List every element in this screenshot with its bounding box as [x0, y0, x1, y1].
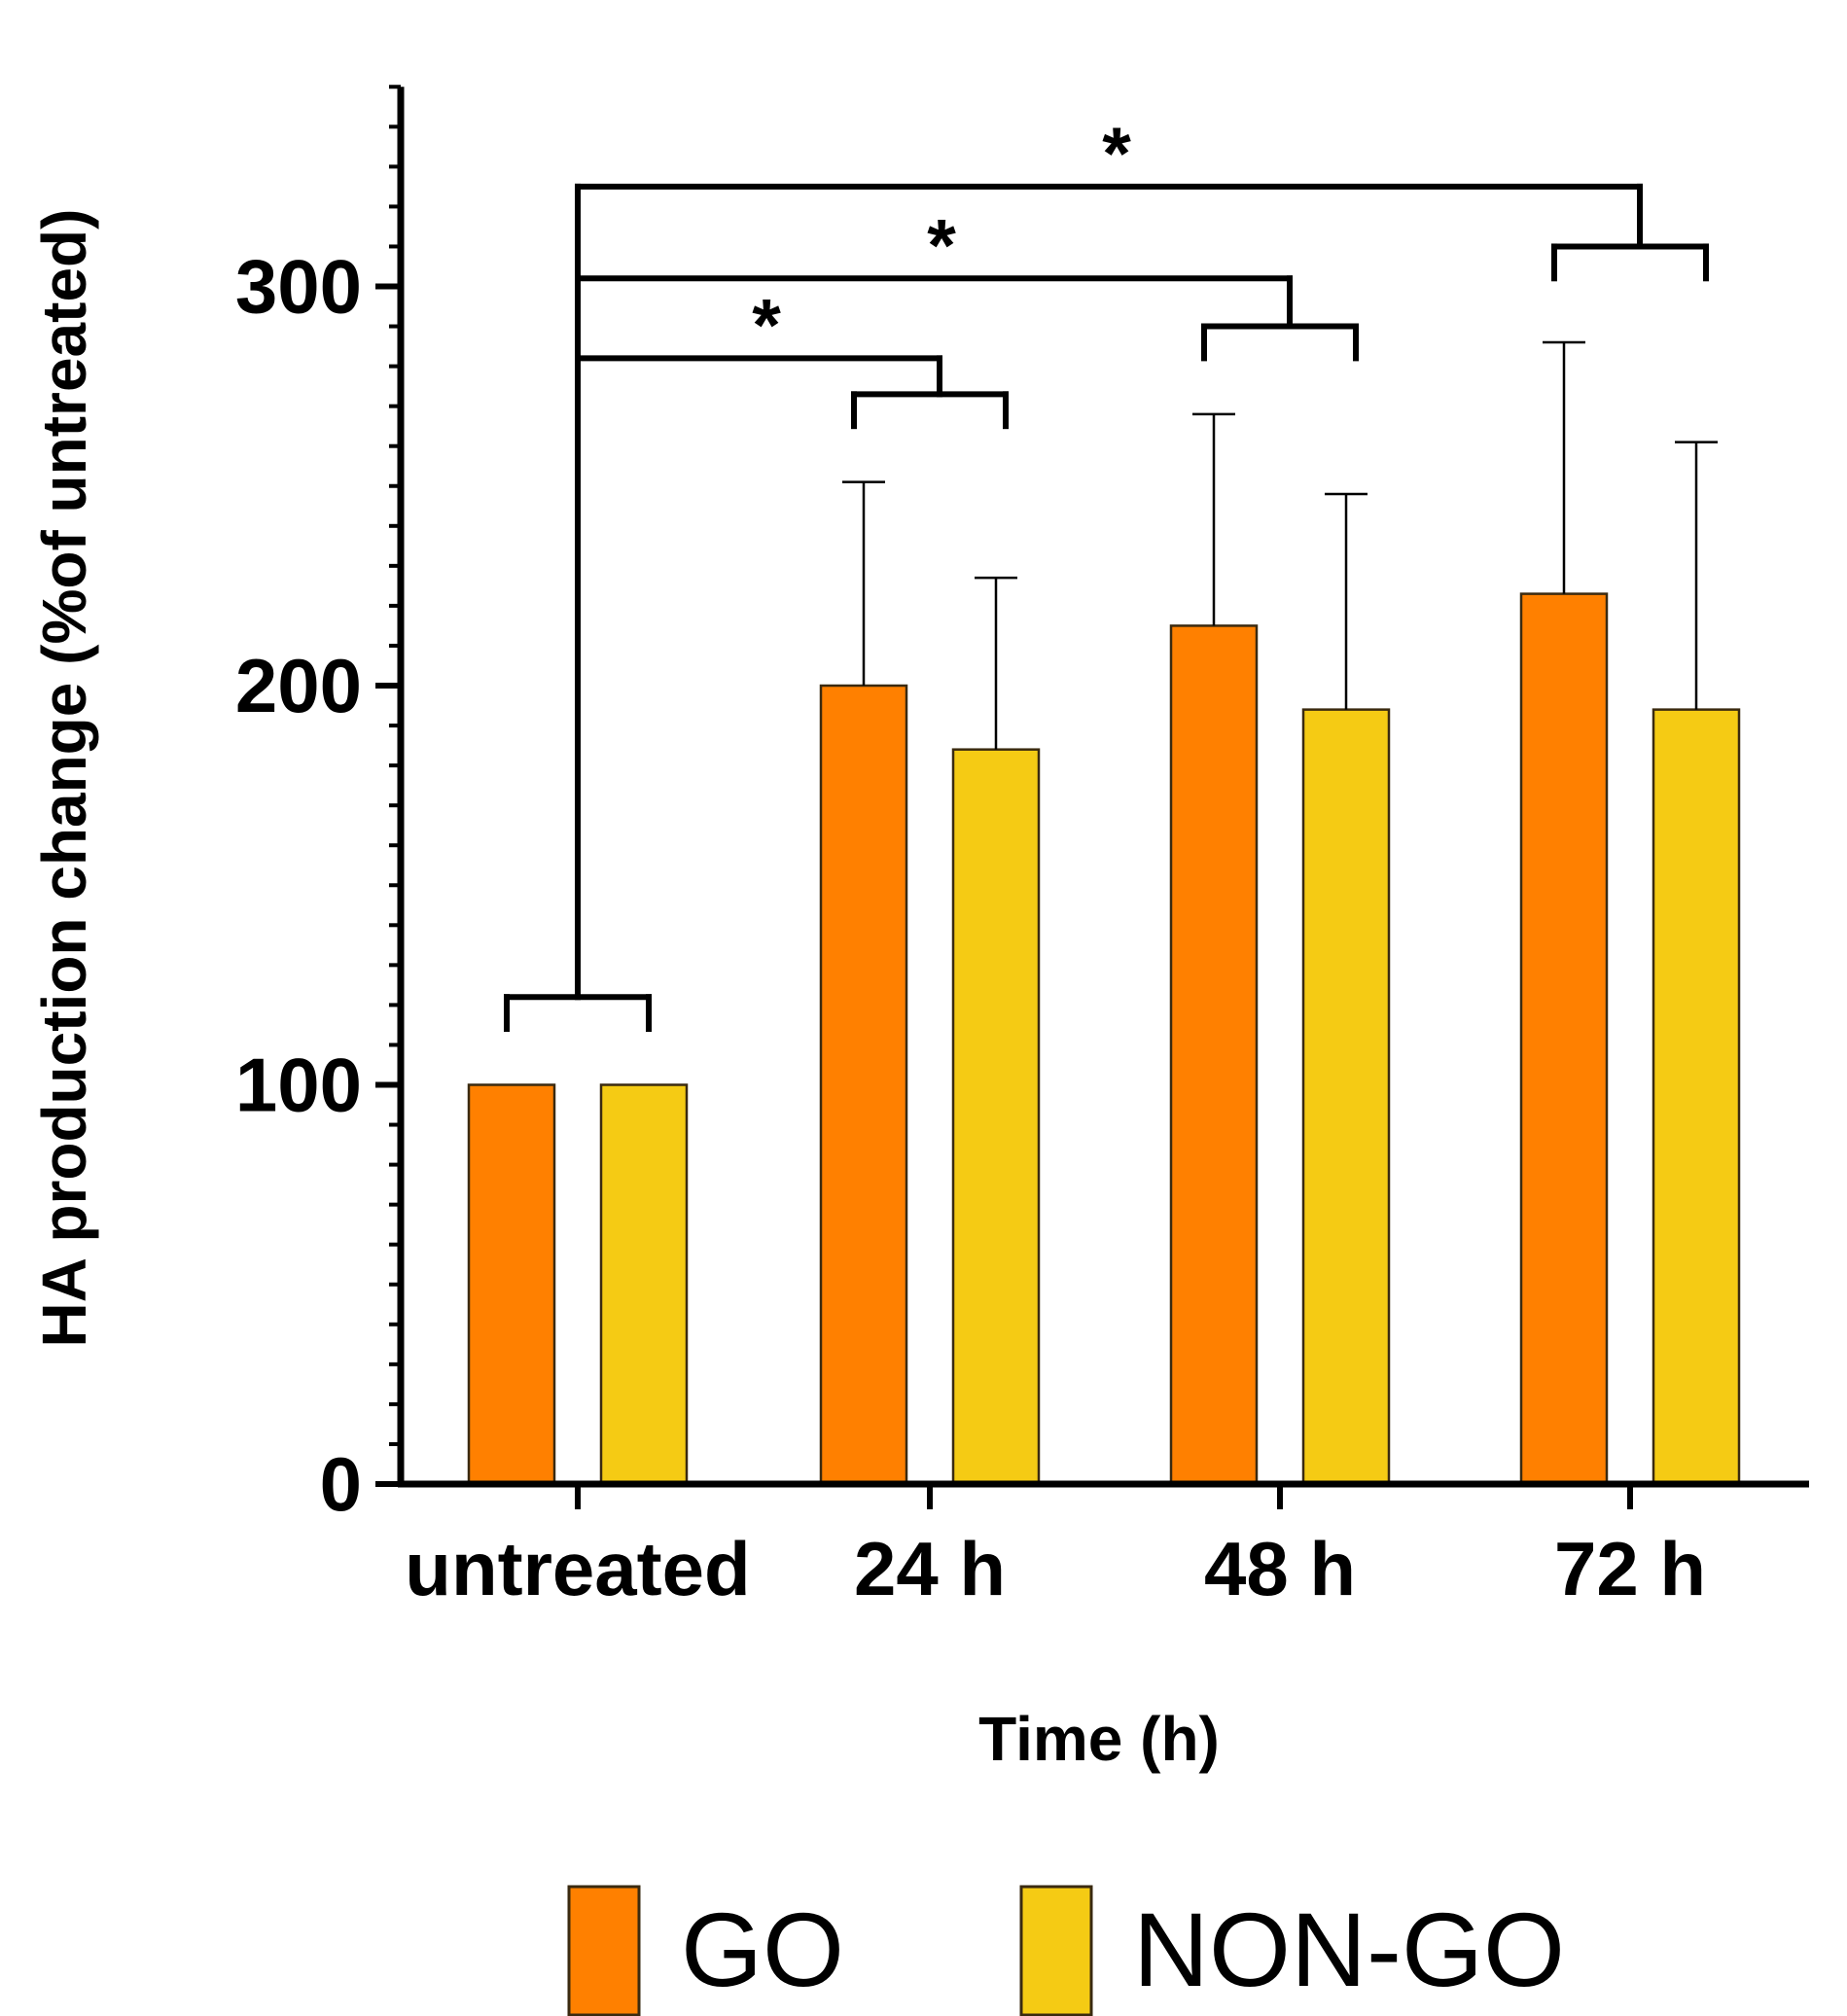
bar-go-72h	[1519, 592, 1609, 1486]
y-tick-label: 0	[320, 1441, 362, 1527]
y-tick-label: 300	[235, 244, 362, 330]
significance-star: *	[927, 204, 956, 287]
x-ticks: untreated 24 h 48 h 72 h	[405, 1484, 1706, 1611]
bars	[467, 340, 1741, 1486]
y-ticks: 0 100 200 300	[235, 85, 401, 1527]
legend-swatch-go	[567, 1885, 641, 2016]
x-tick-label: 48 h	[1204, 1526, 1356, 1611]
bar-go-48h	[1169, 624, 1259, 1486]
bar-go-untreated	[467, 1083, 556, 1486]
bar-non-go-untreated	[599, 1083, 689, 1486]
x-tick-label: 72 h	[1554, 1526, 1706, 1611]
legend-label-go: GO	[681, 1891, 844, 2008]
bar-non-go-72h	[1652, 708, 1741, 1486]
y-axis-title: HA production change (%of untreated)	[29, 209, 99, 1348]
bar-non-go-48h	[1301, 708, 1391, 1486]
legend-label-non-go: NON-GO	[1133, 1891, 1565, 2008]
axes	[397, 87, 1809, 1488]
legend-swatch-non-go	[1019, 1885, 1093, 2016]
bar-non-go-24h	[951, 748, 1041, 1486]
y-tick-label: 100	[235, 1043, 362, 1128]
significance-star: *	[752, 284, 781, 367]
bar-go-24h	[819, 684, 908, 1486]
x-axis-title: Time (h)	[978, 1704, 1220, 1774]
significance-star: *	[1102, 113, 1131, 195]
significance-brackets: * * *	[504, 113, 1709, 1033]
x-tick-label: 24 h	[854, 1526, 1006, 1611]
x-tick-label: untreated	[405, 1526, 750, 1611]
legend: GO NON-GO	[567, 1885, 1565, 2016]
y-tick-label: 200	[235, 643, 362, 728]
